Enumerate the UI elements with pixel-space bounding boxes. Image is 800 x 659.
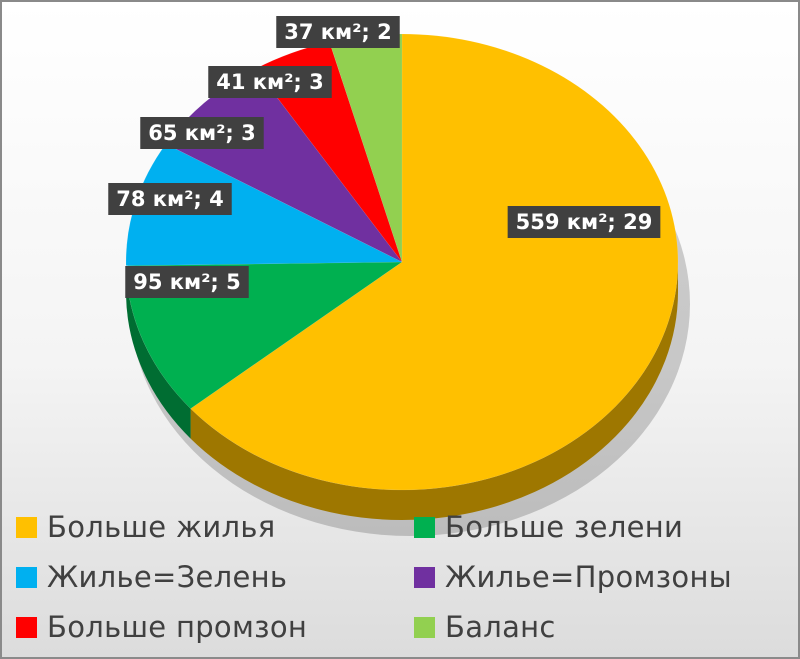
legend-label: Жилье=Промзоны xyxy=(445,560,732,594)
data-label: 95 км²; 5 xyxy=(133,270,240,294)
pie-slice-0 xyxy=(190,33,679,491)
legend-item-housing-equals-industrial: Жилье=Промзоны xyxy=(414,560,794,594)
chart-legend: Больше жилья Больше зелени Жилье=Зелень … xyxy=(16,502,796,652)
legend-label: Больше жилья xyxy=(47,510,276,544)
data-label-box xyxy=(125,266,249,298)
legend-swatch xyxy=(414,516,435,538)
pie-slice-side-1 xyxy=(126,265,191,439)
legend-label: Жилье=Зелень xyxy=(47,560,288,594)
data-label-box xyxy=(208,66,332,98)
data-label-box xyxy=(140,117,264,149)
data-label: 65 км²; 3 xyxy=(148,121,255,145)
data-label-box xyxy=(276,16,400,48)
data-label: 559 км²; 29 xyxy=(516,210,653,234)
legend-item-balance: Баланс xyxy=(414,610,794,644)
legend-item-more-housing: Больше жилья xyxy=(16,510,414,544)
data-label: 37 км²; 2 xyxy=(284,20,391,44)
legend-swatch xyxy=(414,566,435,588)
data-label-box xyxy=(108,183,232,215)
legend-label: Больше промзон xyxy=(47,610,308,644)
data-label: 78 км²; 4 xyxy=(116,187,223,211)
legend-item-more-green: Больше зелени xyxy=(414,510,794,544)
legend-item-housing-equals-green: Жилье=Зелень xyxy=(16,560,414,594)
legend-item-more-industrial: Больше промзон xyxy=(16,610,414,644)
legend-swatch xyxy=(414,616,435,638)
legend-swatch xyxy=(16,516,37,538)
legend-label: Больше зелени xyxy=(445,510,684,544)
legend-swatch xyxy=(16,566,37,588)
pie-slice-side-0 xyxy=(190,262,679,521)
legend-swatch xyxy=(16,616,37,638)
legend-label: Баланс xyxy=(445,610,556,644)
data-label: 41 км²; 3 xyxy=(216,70,323,94)
data-label-box xyxy=(507,206,661,238)
